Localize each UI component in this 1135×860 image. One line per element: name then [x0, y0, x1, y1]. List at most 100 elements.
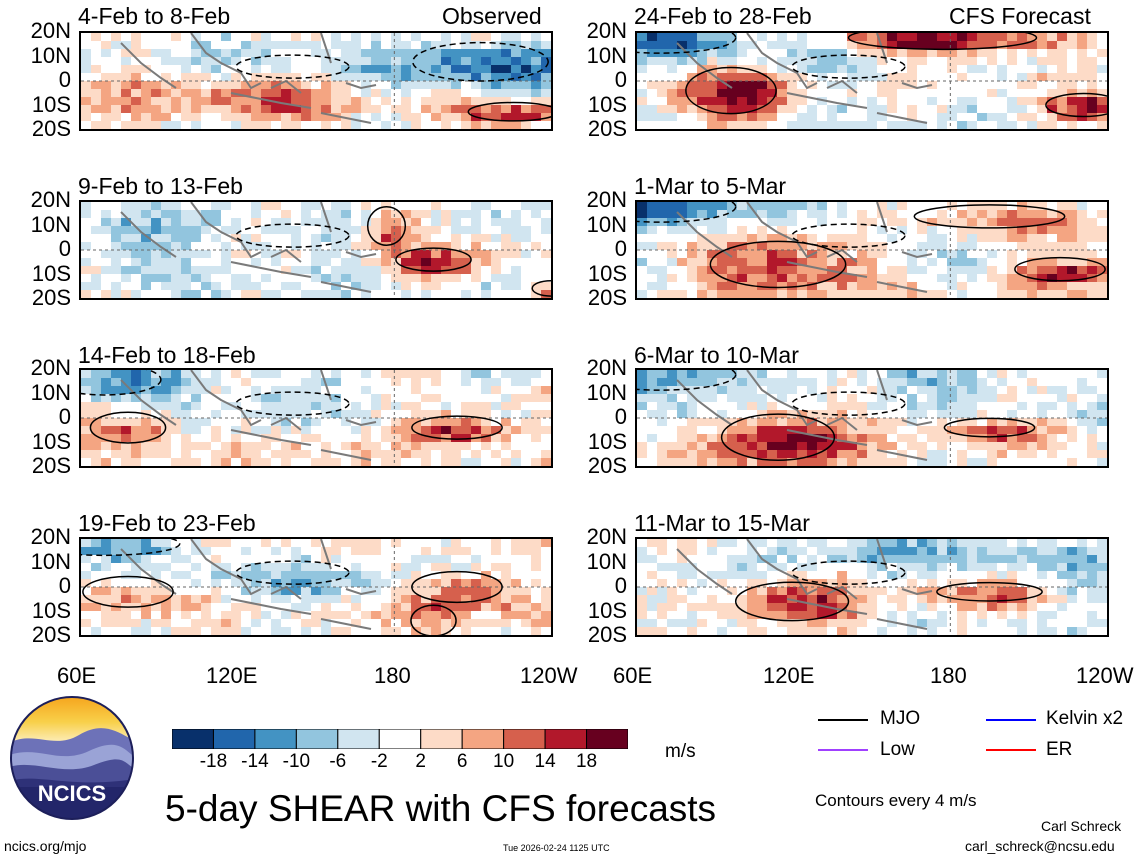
shear-cell	[637, 250, 648, 259]
shear-cell	[121, 426, 132, 435]
shear-cell	[161, 210, 172, 219]
shear-cell	[957, 378, 968, 387]
shear-cell	[947, 65, 958, 74]
author-email[interactable]: carl_schreck@ncsu.edu	[965, 838, 1115, 854]
shear-cell	[647, 563, 658, 572]
shear-cell	[787, 218, 798, 227]
shear-cell	[421, 242, 432, 251]
shear-cell	[541, 595, 551, 604]
shear-cell	[121, 226, 132, 235]
shear-cell	[807, 627, 818, 635]
shear-cell	[531, 226, 542, 235]
shear-cell	[361, 57, 372, 66]
shear-cell	[897, 378, 908, 387]
shear-cell	[837, 258, 848, 267]
shear-cell	[381, 587, 392, 596]
shear-cell	[391, 49, 402, 58]
shear-cell	[637, 450, 648, 459]
shear-cell	[967, 563, 978, 572]
shear-cell	[787, 290, 798, 298]
shear-cell	[727, 121, 738, 129]
shear-cell	[241, 73, 252, 82]
shear-cell	[531, 105, 542, 114]
shear-cell	[401, 434, 412, 443]
shear-cell	[151, 250, 162, 259]
shear-cell	[827, 33, 838, 42]
shear-cell	[1087, 202, 1098, 211]
shear-cell	[767, 603, 778, 612]
shear-cell	[1097, 290, 1107, 298]
shear-cell	[817, 378, 828, 387]
shear-cell	[431, 250, 442, 259]
shear-cell	[1087, 450, 1098, 459]
shear-cell	[787, 49, 798, 58]
shear-cell	[997, 65, 1008, 74]
shear-cell	[837, 426, 848, 435]
lat-label-20s: 20S	[587, 116, 627, 141]
shear-cell	[1097, 202, 1107, 211]
shear-cell	[261, 266, 272, 275]
shear-cell	[521, 587, 532, 596]
shear-cell	[501, 394, 512, 403]
shear-cell	[171, 378, 182, 387]
shear-cell	[331, 113, 342, 122]
shear-cell	[747, 266, 758, 275]
shear-cell	[381, 266, 392, 275]
shear-cell	[1037, 258, 1048, 267]
shear-cell	[421, 611, 432, 620]
shear-cell	[707, 105, 718, 114]
shear-cell	[391, 587, 402, 596]
shear-cell	[1017, 555, 1028, 564]
shear-cell	[531, 595, 542, 604]
shear-cell	[251, 579, 262, 588]
shear-cell	[1027, 41, 1038, 50]
shear-field	[81, 370, 551, 466]
shear-cell	[311, 619, 322, 628]
shear-cell	[491, 97, 502, 106]
shear-cell	[667, 458, 678, 466]
shear-cell	[441, 73, 452, 82]
shear-cell	[917, 442, 928, 451]
shear-cell	[481, 555, 492, 564]
shear-cell	[1057, 402, 1068, 411]
shear-cell	[917, 611, 928, 620]
shear-cell	[857, 49, 868, 58]
shear-cell	[677, 587, 688, 596]
shear-cell	[797, 450, 808, 459]
shear-cell	[401, 266, 412, 275]
shear-cell	[977, 410, 988, 419]
shear-cell	[441, 386, 452, 395]
shear-cell	[431, 426, 442, 435]
shear-cell	[351, 595, 362, 604]
shear-cell	[867, 226, 878, 235]
shear-cell	[1007, 65, 1018, 74]
shear-cell	[677, 242, 688, 251]
shear-cell	[837, 89, 848, 98]
shear-cell	[501, 539, 512, 548]
shear-cell	[301, 426, 312, 435]
shear-cell	[511, 450, 522, 459]
ncics-logo: NCICS	[10, 696, 134, 820]
shear-cell	[271, 234, 282, 243]
shear-cell	[787, 386, 798, 395]
shear-cell	[251, 258, 262, 267]
shear-cell	[291, 226, 302, 235]
shear-cell	[181, 386, 192, 395]
shear-cell	[1087, 442, 1098, 451]
shear-cell	[837, 450, 848, 459]
shear-cell	[231, 611, 242, 620]
shear-cell	[151, 426, 162, 435]
shear-cell	[291, 250, 302, 259]
shear-cell	[491, 458, 502, 466]
shear-cell	[151, 603, 162, 612]
shear-cell	[877, 234, 888, 243]
shear-cell	[1027, 65, 1038, 74]
shear-cell	[977, 611, 988, 620]
shear-cell	[767, 81, 778, 90]
shear-cell	[251, 539, 262, 548]
site-link[interactable]: ncics.org/mjo	[4, 838, 87, 854]
shear-cell	[817, 274, 828, 283]
shear-cell	[121, 41, 132, 50]
shear-cell	[1017, 442, 1028, 451]
shear-cell	[1057, 290, 1068, 298]
